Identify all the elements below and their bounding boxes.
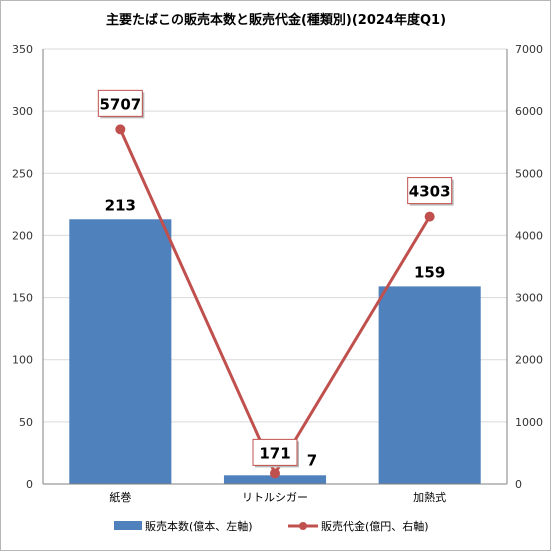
line-point	[115, 124, 126, 135]
bar	[378, 286, 481, 484]
line-value-label: 5707	[99, 95, 141, 113]
left-axis-ticks: 0 50 100 150 200 250 300 350	[12, 43, 33, 491]
left-tick-label: 350	[12, 43, 33, 56]
right-tick-label: 1000	[515, 416, 543, 429]
axes	[42, 49, 508, 485]
left-tick-label: 250	[12, 167, 33, 180]
line-series: 5707 171 4303	[97, 89, 454, 479]
right-tick-label: 0	[515, 478, 522, 491]
bar-series: 213 7 159	[69, 196, 481, 484]
line-value-label: 171	[259, 444, 290, 462]
value-box	[407, 177, 453, 205]
category-label: 加熱式	[413, 491, 446, 504]
bar-value-label: 159	[414, 263, 445, 281]
bar	[69, 219, 172, 484]
right-tick-label: 7000	[515, 43, 543, 56]
right-tick-label: 2000	[515, 354, 543, 367]
bar-value-label: 213	[105, 196, 136, 214]
category-label: 紙巻	[109, 490, 131, 504]
right-tick-label: 3000	[515, 292, 543, 305]
bar-value-label: 7	[307, 451, 317, 469]
left-tick-label: 100	[12, 354, 33, 367]
left-tick-label: 0	[26, 478, 33, 491]
bar	[223, 475, 327, 484]
legend-label-line: 販売代金(億円、右軸)	[321, 519, 429, 533]
legend-label-bar: 販売本数(億本、左軸)	[145, 519, 253, 533]
line-point	[270, 468, 280, 479]
right-axis-ticks: 0 1000 2000 3000 4000 5000 6000 7000	[515, 43, 543, 491]
value-box	[252, 438, 298, 466]
legend-swatch-marker	[299, 522, 307, 530]
right-tick-label: 4000	[515, 229, 543, 242]
legend: 販売本数(億本、左軸) 販売代金(億円、右軸)	[114, 519, 429, 533]
chart-title: 主要たばこの販売本数と販売代金(種類別)(2024年度Q1)	[106, 12, 446, 28]
right-tick-label: 5000	[515, 167, 543, 180]
left-tick-label: 150	[12, 292, 33, 305]
left-tick-label: 200	[12, 229, 33, 242]
right-tick-label: 6000	[515, 105, 543, 118]
left-tick-label: 50	[19, 416, 33, 429]
category-label: リトルシガー	[242, 491, 308, 504]
left-tick-label: 300	[12, 105, 33, 118]
value-box	[97, 89, 143, 117]
legend-swatch-bar	[114, 521, 142, 530]
line-point	[424, 211, 435, 222]
line-value-label: 4303	[409, 183, 451, 201]
category-labels: 紙巻 リトルシガー 加熱式	[109, 490, 446, 504]
